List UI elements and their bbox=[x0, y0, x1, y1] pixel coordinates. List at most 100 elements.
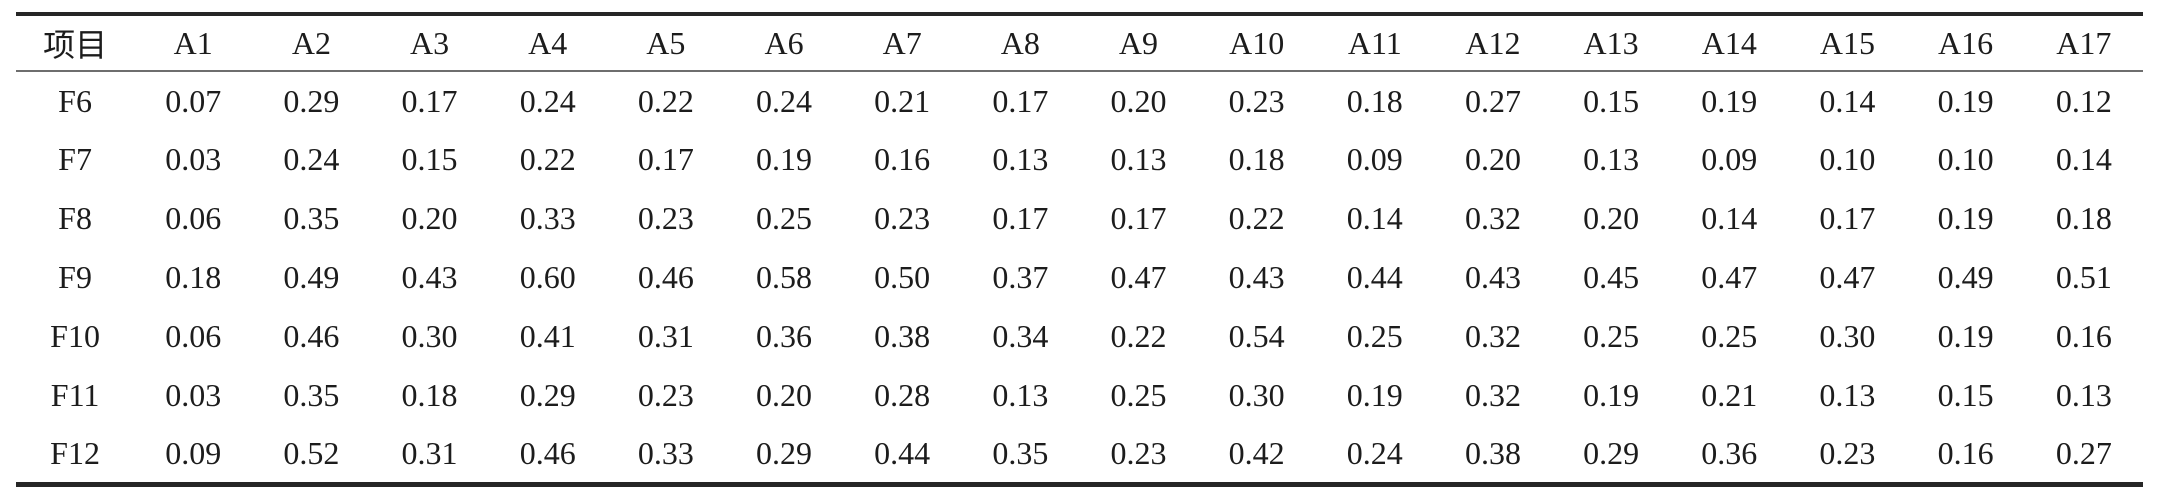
table-cell: 0.31 bbox=[637, 318, 694, 354]
table-cell: 0.22 bbox=[637, 82, 694, 119]
table-cell: 0.17 bbox=[1110, 200, 1167, 236]
table-cell: 0.18 bbox=[1346, 82, 1403, 119]
table-cell: 0.17 bbox=[1819, 200, 1876, 236]
table-cell: 0.20 bbox=[1110, 82, 1167, 119]
row-label: F11 bbox=[50, 377, 100, 413]
table-cell: 0.46 bbox=[637, 259, 694, 295]
table-cell: 0.09 bbox=[1346, 141, 1403, 177]
table-cell: 0.16 bbox=[1937, 434, 1994, 471]
table-cell: 0.23 bbox=[1228, 82, 1285, 119]
column-header-cell: A10 bbox=[1229, 24, 1285, 61]
table-cell: 0.07 bbox=[165, 82, 222, 119]
table-cell: 0.12 bbox=[2055, 82, 2112, 119]
table-cell: 0.37 bbox=[992, 259, 1049, 295]
table-cell: 0.17 bbox=[401, 82, 458, 119]
table-cell: 0.34 bbox=[992, 318, 1049, 354]
table-cell: 0.19 bbox=[1701, 82, 1758, 119]
table-cell: 0.14 bbox=[2055, 141, 2112, 177]
table-cell: 0.29 bbox=[1583, 434, 1640, 471]
column-header-cell: A17 bbox=[2056, 24, 2112, 61]
table-cell: 0.18 bbox=[165, 259, 222, 295]
table-cell: 0.35 bbox=[283, 377, 340, 413]
row-label: F8 bbox=[58, 200, 92, 236]
table-cell: 0.22 bbox=[1228, 200, 1285, 236]
table-cell: 0.36 bbox=[1701, 434, 1758, 471]
table-cell: 0.06 bbox=[165, 318, 222, 354]
column-header-cell: A14 bbox=[1701, 24, 1757, 61]
table-cell: 0.30 bbox=[1228, 377, 1285, 413]
header-row: 项目 A1 A2 A3 A4 A5 A6 A7 A8 A9 A10 A11 A12 A13 A14 A15 A… bbox=[16, 14, 2143, 71]
table-cell: 0.51 bbox=[2055, 259, 2112, 295]
table-cell: 0.36 bbox=[756, 318, 813, 354]
table-cell: 0.43 bbox=[401, 259, 458, 295]
table-cell: 0.46 bbox=[519, 434, 576, 471]
table-cell: 0.47 bbox=[1819, 259, 1876, 295]
table-cell: 0.24 bbox=[1346, 434, 1403, 471]
table-cell: 0.13 bbox=[1583, 141, 1640, 177]
table-row: F12 0.09 0.52 0.31 0.46 0.33 0.29 0.44 0.35 0.23 0… bbox=[16, 425, 2143, 484]
row-label: F6 bbox=[58, 82, 92, 119]
table-cell: 0.15 bbox=[1937, 377, 1994, 413]
table-cell: 0.16 bbox=[874, 141, 931, 177]
table-cell: 0.33 bbox=[637, 434, 694, 471]
table-cell: 0.60 bbox=[519, 259, 576, 295]
table-cell: 0.25 bbox=[756, 200, 813, 236]
table-cell: 0.10 bbox=[1937, 141, 1994, 177]
table-cell: 0.19 bbox=[756, 141, 813, 177]
table-cell: 0.50 bbox=[874, 259, 931, 295]
table-cell: 0.43 bbox=[1228, 259, 1285, 295]
table-cell: 0.29 bbox=[519, 377, 576, 413]
table-row: F10 0.06 0.46 0.30 0.41 0.31 0.36 0.38 0.34 0.22 0… bbox=[16, 307, 2143, 366]
table-cell: 0.47 bbox=[1701, 259, 1758, 295]
table-cell: 0.03 bbox=[165, 141, 222, 177]
column-header-cell: A16 bbox=[1938, 24, 1994, 61]
table-cell: 0.47 bbox=[1110, 259, 1167, 295]
table-cell: 0.21 bbox=[874, 82, 931, 119]
table-cell: 0.23 bbox=[1110, 434, 1167, 471]
table-cell: 0.38 bbox=[1464, 434, 1521, 471]
table-cell: 0.28 bbox=[874, 377, 931, 413]
table-cell: 0.32 bbox=[1464, 200, 1521, 236]
data-table: 项目 A1 A2 A3 A4 A5 A6 A7 A8 A9 A10 A11 A12 A13 A14 A15 A… bbox=[16, 12, 2143, 487]
table-cell: 0.13 bbox=[1819, 377, 1876, 413]
data-table-container: 项目 A1 A2 A3 A4 A5 A6 A7 A8 A9 A10 A11 A12 A13 A14 A15 A… bbox=[16, 12, 2143, 487]
table-row: F7 0.03 0.24 0.15 0.22 0.17 0.19 0.16 0.13 0.13 0.… bbox=[16, 130, 2143, 189]
table-cell: 0.14 bbox=[1819, 82, 1876, 119]
table-cell: 0.25 bbox=[1346, 318, 1403, 354]
table-cell: 0.17 bbox=[637, 141, 694, 177]
column-header-cell: A1 bbox=[173, 24, 213, 61]
table-cell: 0.18 bbox=[2055, 200, 2112, 236]
column-header-cell: A6 bbox=[764, 24, 804, 61]
table-cell: 0.49 bbox=[1937, 259, 1994, 295]
table-row: F11 0.03 0.35 0.18 0.29 0.23 0.20 0.28 0.13 0.25 0… bbox=[16, 366, 2143, 425]
table-cell: 0.24 bbox=[283, 141, 340, 177]
table-cell: 0.06 bbox=[165, 200, 222, 236]
table-cell: 0.52 bbox=[283, 434, 340, 471]
table-cell: 0.16 bbox=[2055, 318, 2112, 354]
table-row: F8 0.06 0.35 0.20 0.33 0.23 0.25 0.23 0.17 0.17 0.… bbox=[16, 189, 2143, 248]
table-cell: 0.38 bbox=[874, 318, 931, 354]
row-label: F7 bbox=[58, 141, 92, 177]
table-cell: 0.13 bbox=[992, 377, 1049, 413]
table-row: F6 0.07 0.29 0.17 0.24 0.22 0.24 0.21 0.17 0.20 0.… bbox=[16, 71, 2143, 130]
table-cell: 0.22 bbox=[1110, 318, 1167, 354]
column-header-cell: A9 bbox=[1118, 24, 1159, 61]
table-cell: 0.19 bbox=[1937, 200, 1994, 236]
table-cell: 0.13 bbox=[1110, 141, 1167, 177]
table-cell: 0.29 bbox=[283, 82, 340, 119]
table-cell: 0.13 bbox=[2055, 377, 2112, 413]
table-cell: 0.25 bbox=[1583, 318, 1640, 354]
table-cell: 0.22 bbox=[519, 141, 576, 177]
column-header-cell: A7 bbox=[882, 24, 922, 61]
table-cell: 0.25 bbox=[1701, 318, 1758, 354]
table-cell: 0.20 bbox=[1583, 200, 1640, 236]
table-body: F6 0.07 0.29 0.17 0.24 0.22 0.24 0.21 0.17 0.20 0.… bbox=[16, 71, 2143, 484]
table-cell: 0.45 bbox=[1583, 259, 1640, 295]
column-header-cell: A8 bbox=[1000, 24, 1040, 61]
table-cell: 0.09 bbox=[165, 434, 222, 471]
table-cell: 0.43 bbox=[1464, 259, 1521, 295]
row-label: F10 bbox=[50, 318, 100, 354]
table-cell: 0.19 bbox=[1937, 318, 1994, 354]
table-cell: 0.32 bbox=[1464, 318, 1521, 354]
column-header-cell: A12 bbox=[1465, 24, 1521, 61]
